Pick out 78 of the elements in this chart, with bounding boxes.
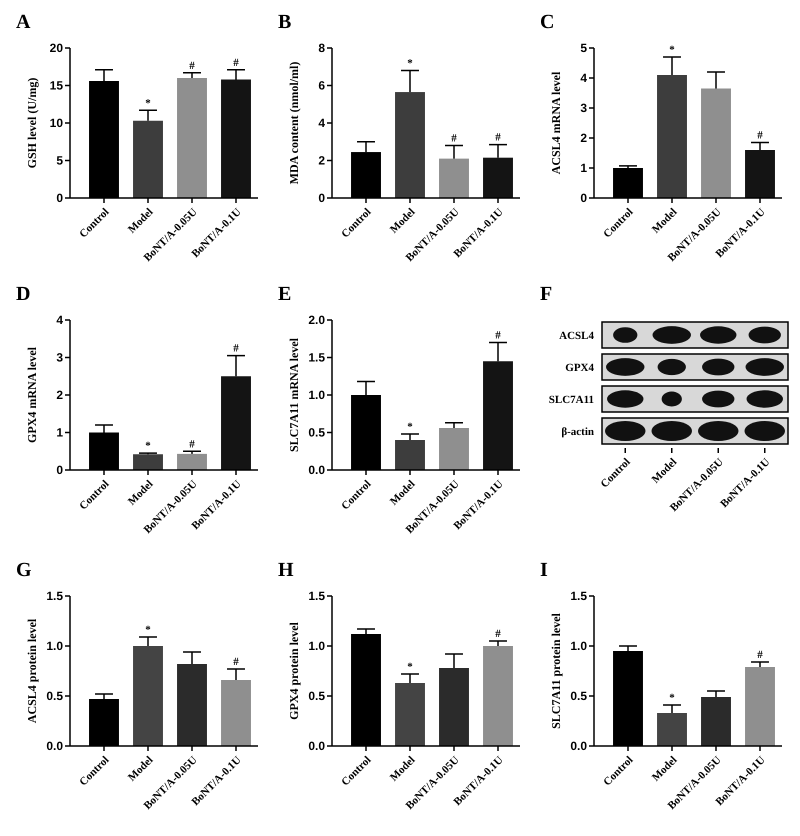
y-tick-label: 1.0	[308, 388, 326, 402]
chart-title: C	[540, 11, 554, 33]
y-tick-label: 1.0	[308, 639, 326, 654]
y-tick-label: 3	[56, 350, 64, 365]
y-tick-label: 4	[318, 116, 326, 130]
y-tick-label: 0.0	[46, 739, 64, 754]
y-axis-title: SLC7A11 mRNA level	[287, 337, 301, 452]
y-tick-label: 2	[580, 131, 588, 146]
annotation: *	[407, 421, 414, 433]
chart-title: G	[16, 559, 32, 581]
y-tick-label: 0.5	[308, 689, 326, 704]
y-tick-label: 0.5	[570, 689, 588, 704]
y-tick-label: 0.5	[46, 689, 64, 704]
annotation: #	[189, 438, 196, 450]
chart-title: D	[16, 283, 30, 305]
text: F	[540, 283, 552, 305]
y-axis-title: GPX4 mRNA level	[25, 346, 39, 443]
chart-title: B	[278, 11, 292, 33]
annotation: *	[669, 44, 676, 56]
y-tick-label: 0	[56, 191, 64, 206]
annotation: *	[407, 58, 414, 70]
y-tick-label: 1	[56, 426, 64, 440]
y-tick-label: 15	[50, 78, 64, 93]
annotation: #	[233, 56, 240, 69]
annotation: #	[189, 60, 196, 72]
annotation: #	[233, 656, 240, 668]
annotation: #	[233, 342, 240, 355]
annotation: #	[495, 628, 502, 640]
y-axis-title: GSH level (U/mg)	[25, 78, 39, 168]
y-axis-title: SLC7A11 protein level	[549, 612, 563, 729]
annotation: *	[669, 692, 676, 704]
chart-title: I	[540, 559, 548, 581]
y-tick-label: 2.0	[308, 313, 326, 328]
text: β-actin	[561, 426, 594, 438]
y-tick-label: 0.5	[308, 426, 326, 440]
y-tick-label: 5	[56, 154, 64, 168]
y-tick-label: 0	[318, 191, 326, 206]
y-tick-label: 0.0	[570, 739, 588, 754]
annotation: #	[757, 130, 764, 142]
y-tick-label: 2	[56, 388, 64, 402]
chart-title: E	[278, 283, 292, 305]
y-axis-title: GPX4 protein level	[287, 621, 301, 720]
chart-title: H	[278, 559, 294, 581]
y-tick-label: 0.0	[308, 463, 326, 478]
y-tick-label: 4	[580, 71, 588, 86]
y-tick-label: 1.0	[570, 639, 588, 654]
y-tick-label: 1.5	[308, 589, 326, 604]
y-tick-label: 1	[580, 161, 588, 176]
y-axis-title: ACSL4 protein level	[25, 618, 39, 724]
y-tick-label: 6	[318, 78, 326, 93]
y-tick-label: 5	[580, 41, 588, 56]
text: GPX4	[565, 362, 594, 374]
annotation: *	[145, 97, 152, 110]
y-tick-label: 0	[580, 191, 588, 206]
y-axis-title: MDA content (nmol/ml)	[287, 62, 301, 184]
y-tick-label: 10	[50, 116, 64, 130]
annotation: *	[145, 624, 152, 636]
y-axis-title: ACSL4 mRNA level	[549, 71, 563, 174]
y-tick-label: 0.0	[308, 739, 326, 754]
annotation: *	[145, 440, 152, 452]
y-tick-label: 1.5	[570, 589, 588, 604]
annotation: *	[407, 661, 414, 673]
text: ACSL4	[559, 330, 594, 342]
y-tick-label: 20	[50, 41, 64, 56]
annotation: #	[495, 132, 502, 144]
annotation: #	[451, 132, 458, 144]
y-tick-label: 8	[318, 41, 326, 56]
y-tick-label: 2	[318, 154, 326, 168]
y-tick-label: 1.5	[308, 350, 326, 365]
annotation: #	[495, 330, 502, 342]
annotation: #	[757, 649, 764, 661]
y-tick-label: 1.0	[46, 639, 64, 654]
y-tick-label: 4	[56, 313, 64, 328]
y-tick-label: 0	[56, 463, 64, 478]
y-tick-label: 3	[580, 101, 588, 116]
text: SLC7A11	[548, 394, 594, 406]
chart-title: A	[16, 11, 31, 33]
y-tick-label: 1.5	[46, 589, 64, 604]
